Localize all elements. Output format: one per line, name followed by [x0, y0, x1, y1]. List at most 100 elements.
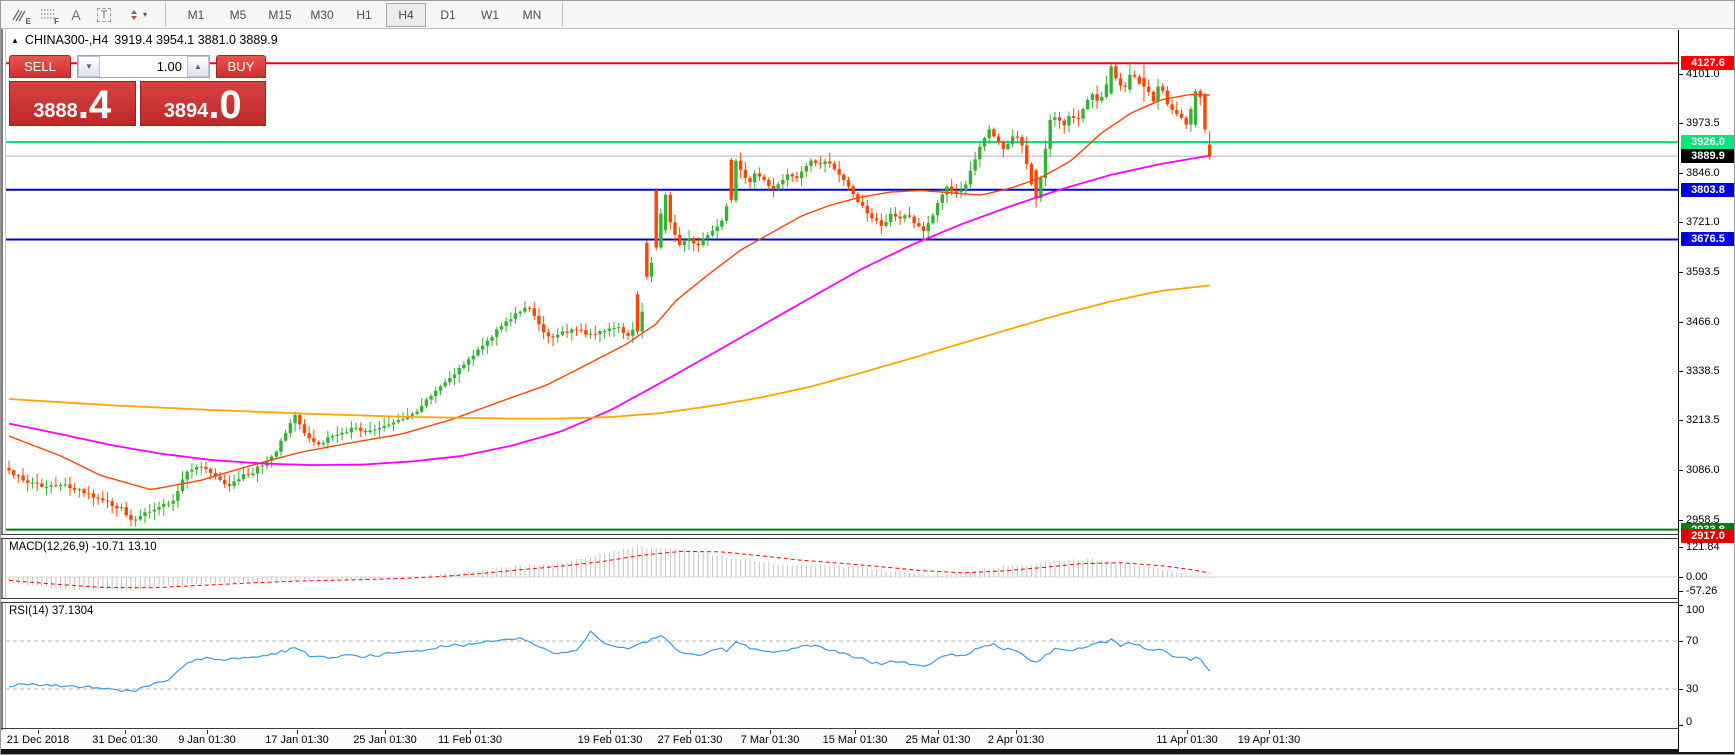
- candle: [645, 242, 649, 277]
- candle: [77, 489, 82, 491]
- candle: [720, 220, 724, 227]
- timeframe-h4-button[interactable]: H4: [386, 2, 426, 27]
- timeframe-m5-button[interactable]: M5: [229, 7, 247, 22]
- candle: [598, 331, 602, 335]
- candle: [1165, 90, 1170, 105]
- macd-tick-label: 0.00: [1686, 571, 1708, 583]
- time-tick-mark: [385, 730, 386, 734]
- time-tick-mark: [1269, 730, 1270, 734]
- candle: [499, 326, 504, 330]
- timeframe-h1-button[interactable]: H1: [356, 7, 372, 22]
- bottom-scrollbar[interactable]: [1, 749, 1734, 754]
- time-tick-mark: [690, 730, 691, 734]
- timeframe-d1-button[interactable]: D1: [440, 7, 456, 22]
- toolbar-separator: [562, 2, 563, 27]
- time-tick-label: 19 Apr 01:30: [1237, 734, 1301, 746]
- candle: [804, 165, 808, 172]
- candle: [401, 419, 405, 421]
- time-tick-label: 17 Jan 01:30: [265, 734, 329, 746]
- draw-lines-e-tool-icon[interactable]: E: [7, 4, 33, 26]
- time-tick-label: 19 Feb 01:30: [577, 734, 643, 746]
- macd-label: MACD(12,26,9) -10.71 13.10: [9, 541, 157, 553]
- candle: [748, 177, 752, 183]
- timeframe-w1-button[interactable]: W1: [481, 7, 499, 22]
- main-price-chart[interactable]: [6, 48, 1678, 534]
- candle: [1053, 117, 1057, 120]
- candle: [546, 332, 551, 337]
- volume-increase-button[interactable]: ▲: [187, 56, 209, 77]
- candle: [668, 194, 672, 223]
- candle: [734, 160, 738, 201]
- time-tick-label: 11 Apr 01:30: [1156, 734, 1218, 746]
- candle: [105, 500, 110, 502]
- price-tick-mark: [1679, 123, 1683, 125]
- candle: [1179, 113, 1184, 118]
- candle: [964, 184, 968, 190]
- candle: [227, 484, 232, 486]
- label-tool-icon[interactable]: A: [71, 6, 81, 23]
- candle: [1123, 85, 1127, 87]
- macd-indicator-pane[interactable]: [6, 539, 1678, 598]
- candle: [1025, 145, 1029, 165]
- timeframe-m15-button[interactable]: M15: [268, 7, 292, 22]
- fib-grid-f-tool-icon[interactable]: F: [35, 4, 61, 26]
- timeframe-m30-button[interactable]: M30: [310, 7, 334, 22]
- panel-separator[interactable]: [1, 598, 1678, 603]
- candle: [818, 163, 823, 165]
- candle: [330, 435, 335, 438]
- candle: [232, 481, 236, 486]
- volume-input[interactable]: [100, 56, 187, 77]
- candle: [284, 433, 288, 441]
- candle: [1043, 148, 1048, 179]
- candle: [1048, 119, 1052, 149]
- time-tick-label: 9 Jan 01:30: [178, 734, 236, 746]
- candle: [11, 470, 16, 476]
- candle: [832, 163, 837, 170]
- panel-separator[interactable]: [1, 534, 1678, 539]
- one-click-trade-panel: SELL ▼ ▲ BUY 3888.4 3894.0: [9, 55, 266, 126]
- candle: [30, 482, 35, 484]
- candle: [279, 440, 283, 452]
- candle: [91, 493, 96, 498]
- candle: [677, 234, 682, 246]
- bid-price-display[interactable]: 3888.4: [9, 81, 136, 126]
- candle: [368, 430, 372, 433]
- candle: [241, 474, 246, 480]
- candle: [828, 161, 832, 164]
- rsi-tick-label: 30: [1686, 683, 1699, 695]
- price-tick-mark: [1679, 519, 1683, 521]
- buy-button[interactable]: BUY: [216, 55, 266, 78]
- candle: [171, 500, 175, 504]
- candle: [1175, 109, 1179, 114]
- candle: [21, 475, 25, 481]
- price-axis[interactable]: 4101.0 3973.5 3846.0 3721.0 3593.5 3466.0 3338…: [1679, 30, 1734, 752]
- candle: [143, 512, 147, 517]
- candle: [321, 443, 325, 445]
- time-axis[interactable]: 21 Dec 2018 31 Dec 01:30 9 Jan 01:30 17 Jan…: [1, 730, 1734, 749]
- candle: [119, 507, 124, 509]
- candle: [509, 319, 513, 322]
- candle: [992, 129, 996, 137]
- candle: [1184, 117, 1188, 125]
- candle: [917, 223, 921, 227]
- timeframe-m1-button[interactable]: M1: [187, 7, 205, 22]
- collapse-marker-icon[interactable]: ▲: [11, 35, 19, 45]
- candle: [133, 519, 138, 521]
- cycle-sort-tool-icon[interactable]: ▾: [119, 4, 155, 26]
- text-tool-icon[interactable]: T: [91, 4, 117, 26]
- volume-decrease-button[interactable]: ▼: [78, 56, 100, 77]
- pane-border: [1, 728, 1678, 729]
- candle: [903, 215, 907, 219]
- candle: [813, 160, 818, 164]
- candle: [466, 359, 471, 365]
- candle: [823, 161, 827, 165]
- rsi-indicator-pane[interactable]: [6, 603, 1678, 728]
- candle: [907, 215, 912, 217]
- candle: [199, 466, 203, 468]
- ask-price-display[interactable]: 3894.0: [139, 81, 266, 126]
- candle: [767, 179, 771, 187]
- timeframe-mn-button[interactable]: MN: [522, 7, 542, 22]
- sell-button[interactable]: SELL: [9, 55, 71, 78]
- mid-ma-magenta: [8, 154, 1210, 466]
- candle: [715, 226, 719, 231]
